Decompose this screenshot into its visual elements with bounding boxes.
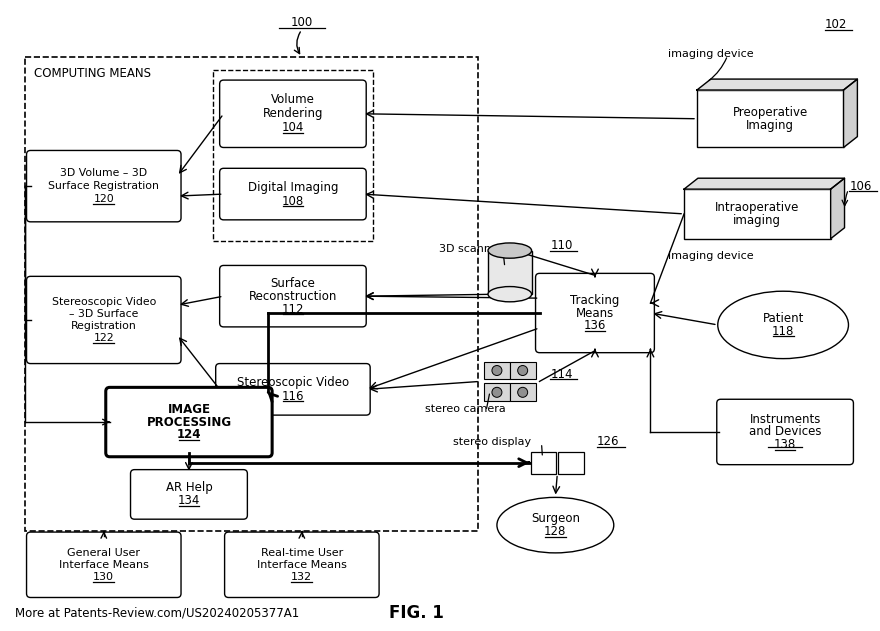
Bar	[25, 57, 478, 531]
Text: Stereoscopic Video: Stereoscopic Video	[237, 376, 349, 389]
Text: Instruments: Instruments	[750, 413, 821, 425]
Text: – 3D Surface: – 3D Surface	[70, 309, 138, 319]
Text: Imaging: Imaging	[746, 119, 795, 132]
Text: 106: 106	[849, 180, 872, 192]
FancyBboxPatch shape	[220, 266, 366, 327]
Text: 126: 126	[597, 435, 620, 449]
FancyBboxPatch shape	[717, 399, 854, 464]
Text: Reconstruction: Reconstruction	[249, 290, 337, 303]
Text: 104: 104	[282, 121, 304, 134]
Text: and Devices: and Devices	[749, 425, 821, 439]
Circle shape	[517, 365, 528, 375]
FancyBboxPatch shape	[224, 532, 379, 598]
Text: Surface: Surface	[270, 277, 315, 290]
Circle shape	[517, 387, 528, 398]
Text: Surface Registration: Surface Registration	[48, 181, 159, 191]
Text: PROCESSING: PROCESSING	[146, 416, 231, 428]
Text: 132: 132	[291, 572, 312, 582]
FancyBboxPatch shape	[130, 469, 247, 519]
Text: imaging device: imaging device	[668, 49, 754, 59]
FancyBboxPatch shape	[26, 276, 181, 363]
Polygon shape	[684, 178, 845, 189]
Text: 124: 124	[177, 428, 202, 442]
FancyBboxPatch shape	[536, 273, 655, 353]
Text: 136: 136	[583, 319, 606, 333]
Text: Volume: Volume	[271, 93, 315, 107]
Bar	[484, 384, 510, 401]
Bar	[488, 251, 532, 294]
Text: stereo display: stereo display	[453, 437, 532, 447]
Ellipse shape	[488, 243, 532, 258]
Text: Stereoscopic Video: Stereoscopic Video	[52, 297, 156, 307]
Text: Interface Means: Interface Means	[257, 560, 347, 570]
FancyBboxPatch shape	[220, 80, 366, 148]
FancyBboxPatch shape	[106, 387, 272, 457]
Text: 100: 100	[290, 16, 313, 29]
Ellipse shape	[488, 286, 532, 302]
Ellipse shape	[718, 292, 848, 358]
Bar	[558, 452, 584, 474]
Text: 122: 122	[93, 333, 114, 343]
Text: Tracking: Tracking	[570, 293, 620, 307]
Text: 138: 138	[774, 439, 796, 451]
Text: 110: 110	[550, 239, 573, 252]
Ellipse shape	[497, 497, 613, 553]
Text: Intraoperative: Intraoperative	[715, 201, 800, 214]
Bar	[213, 70, 373, 240]
FancyBboxPatch shape	[220, 168, 366, 220]
Polygon shape	[831, 178, 845, 239]
Bar	[510, 384, 536, 401]
Text: 128: 128	[544, 525, 567, 538]
FancyBboxPatch shape	[26, 532, 181, 598]
Text: 118: 118	[772, 325, 795, 338]
Bar	[684, 189, 831, 239]
Bar	[484, 362, 510, 379]
Text: stereo camera: stereo camera	[425, 404, 505, 414]
Polygon shape	[844, 79, 857, 148]
Text: COMPUTING MEANS: COMPUTING MEANS	[34, 67, 151, 80]
Bar	[510, 362, 536, 379]
FancyBboxPatch shape	[26, 150, 181, 222]
Bar	[697, 90, 844, 148]
Text: imaging: imaging	[733, 214, 781, 227]
Text: 114: 114	[550, 368, 573, 381]
Text: Means: Means	[576, 307, 614, 319]
Text: 134: 134	[178, 494, 200, 507]
Text: 116: 116	[282, 390, 304, 403]
Text: Real-time User: Real-time User	[260, 548, 343, 558]
Text: imaging device: imaging device	[668, 251, 754, 261]
Text: Registration: Registration	[71, 321, 136, 331]
FancyBboxPatch shape	[216, 363, 370, 415]
Text: IMAGE: IMAGE	[167, 403, 210, 416]
Circle shape	[492, 365, 502, 375]
Text: 130: 130	[93, 572, 114, 582]
Polygon shape	[697, 79, 857, 90]
Text: FIG. 1: FIG. 1	[389, 604, 444, 622]
Text: 3D Volume – 3D: 3D Volume – 3D	[60, 168, 147, 179]
Circle shape	[492, 387, 502, 398]
Text: Surgeon: Surgeon	[531, 512, 580, 525]
Text: 108: 108	[282, 194, 304, 208]
Text: Patient: Patient	[762, 312, 803, 325]
Text: General User: General User	[67, 548, 140, 558]
Text: 102: 102	[825, 18, 847, 31]
Text: Interface Means: Interface Means	[59, 560, 149, 570]
Text: Digital Imaging: Digital Imaging	[247, 180, 338, 194]
Text: 112: 112	[282, 302, 304, 316]
Text: Preoperative: Preoperative	[733, 106, 808, 119]
Text: AR Help: AR Help	[165, 481, 212, 495]
Text: Rendering: Rendering	[262, 107, 323, 121]
Text: 3D scanner: 3D scanner	[438, 244, 502, 254]
Text: 120: 120	[93, 194, 114, 204]
Bar	[531, 452, 556, 474]
Text: More at Patents-Review.com/US20240205377A1: More at Patents-Review.com/US20240205377…	[15, 607, 299, 620]
